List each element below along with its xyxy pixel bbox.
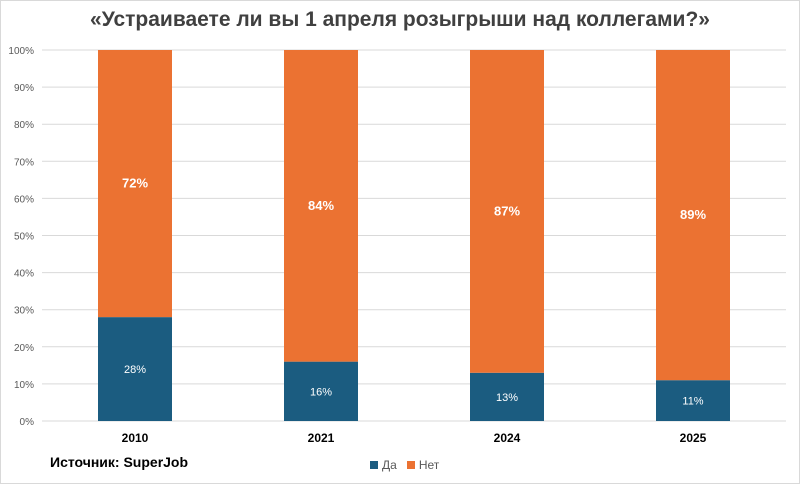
source-note: Источник: SuperJob	[50, 454, 189, 470]
chart-title: «Устраиваете ли вы 1 апреля розыгрыши на…	[90, 8, 710, 31]
legend-swatch-da	[370, 461, 378, 469]
bar-da-2021	[284, 361, 358, 421]
x-tick-label: 2025	[680, 431, 707, 445]
legend-swatch-net	[406, 461, 415, 469]
y-tick-label: 30%	[14, 306, 34, 317]
legend-item-da: Да	[370, 458, 397, 472]
bar-da-2024	[470, 372, 544, 421]
legend-label-da: Да	[382, 458, 397, 472]
y-tick-label: 0%	[20, 417, 35, 428]
y-tick-label: 20%	[14, 343, 34, 354]
x-tick-label: 2010	[122, 431, 149, 445]
legend-item-net: Нет	[406, 458, 440, 472]
y-tick-label: 70%	[14, 157, 34, 168]
data-label: 84%	[308, 198, 334, 213]
data-label: 13%	[496, 392, 518, 404]
bar-net-2024	[470, 50, 544, 373]
y-tick-label: 50%	[14, 232, 34, 243]
bar-net-2025	[656, 50, 730, 381]
y-tick-label: 40%	[14, 269, 34, 280]
data-label: 16%	[310, 386, 332, 398]
bar-da-2025	[656, 380, 730, 421]
y-tick-label: 100%	[8, 46, 34, 57]
data-label: 72%	[122, 176, 148, 191]
y-tick-label: 80%	[14, 120, 34, 131]
data-label: 89%	[680, 207, 706, 222]
x-tick-label: 2024	[494, 431, 521, 445]
legend: Да Нет	[370, 458, 449, 472]
y-tick-label: 10%	[14, 380, 34, 391]
bar-da-2010	[98, 317, 172, 421]
bar-net-2021	[284, 50, 358, 362]
data-label: 28%	[124, 364, 146, 376]
data-label: 87%	[494, 203, 520, 218]
data-label: 11%	[682, 396, 703, 408]
y-tick-label: 90%	[14, 83, 34, 94]
legend-label-net: Нет	[418, 458, 440, 472]
x-tick-label: 2021	[308, 431, 335, 445]
bar-net-2010	[98, 50, 172, 318]
y-tick-label: 60%	[14, 194, 34, 205]
